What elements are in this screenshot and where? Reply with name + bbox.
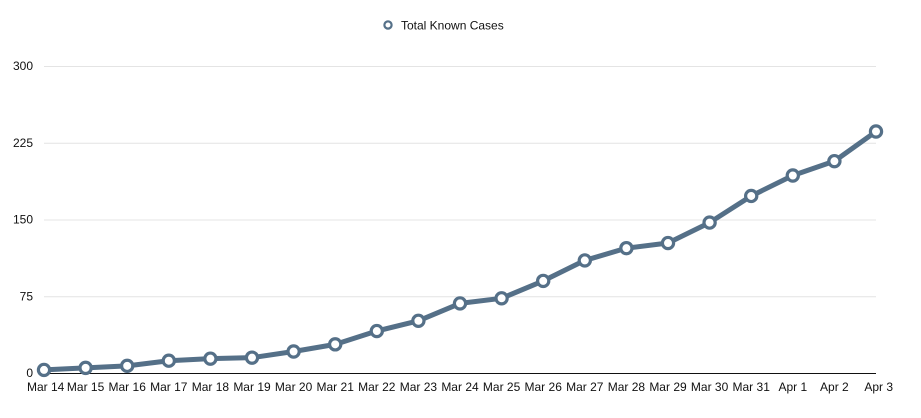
- y-tick-label: 300: [13, 59, 33, 73]
- data-point: [452, 296, 468, 311]
- x-tick-label: Mar 25: [483, 380, 521, 394]
- data-point: [411, 313, 426, 329]
- series-line-total-known-cases: [41, 128, 879, 373]
- x-tick-label: Apr 1: [778, 380, 807, 394]
- legend: Total Known Cases: [383, 19, 504, 33]
- data-point: [161, 353, 176, 368]
- y-tick-label: 75: [20, 289, 34, 303]
- data-point: [619, 240, 634, 256]
- data-points: [36, 124, 884, 378]
- y-tick-label: 150: [13, 213, 33, 227]
- x-tick-label: Mar 18: [192, 380, 230, 394]
- y-tick-label: 225: [13, 136, 33, 150]
- data-point: [702, 215, 717, 230]
- data-point: [286, 344, 301, 359]
- data-point: [328, 337, 343, 352]
- data-point: [36, 362, 52, 378]
- data-point: [494, 291, 509, 306]
- grid-lines: [44, 66, 876, 298]
- data-point: [785, 168, 801, 183]
- data-point: [827, 153, 842, 169]
- x-tick-label: Apr 3: [864, 380, 893, 394]
- legend-marker-icon: [383, 20, 393, 30]
- x-tick-label: Mar 23: [400, 380, 438, 394]
- x-axis-tick-labels: Mar 14 Mar 15 Mar 16 Mar 17 Mar 18 Mar 19 Mar …: [27, 380, 893, 394]
- legend-label: Total Known Cases: [401, 19, 504, 33]
- x-tick-label: Mar 16: [109, 380, 147, 394]
- x-tick-label: Mar 22: [358, 380, 396, 394]
- data-point: [868, 124, 884, 139]
- data-point: [577, 253, 593, 268]
- x-tick-label: Mar 31: [733, 380, 771, 394]
- x-tick-label: Mar 21: [317, 380, 355, 394]
- data-point: [203, 351, 218, 366]
- x-tick-label: Mar 24: [441, 380, 479, 394]
- x-tick-label: Mar 28: [608, 380, 646, 394]
- x-tick-label: Mar 15: [67, 380, 105, 394]
- data-point: [78, 360, 93, 376]
- data-point: [119, 358, 135, 374]
- data-point: [244, 350, 260, 365]
- x-tick-label: Mar 30: [691, 380, 729, 394]
- x-tick-label: Mar 27: [566, 380, 604, 394]
- x-tick-label: Mar 29: [649, 380, 687, 394]
- data-point: [369, 323, 384, 339]
- x-tick-label: Apr 2: [820, 380, 849, 394]
- x-tick-label: Mar 20: [275, 380, 313, 394]
- x-tick-label: Mar 17: [150, 380, 188, 394]
- x-tick-label: Mar 26: [525, 380, 563, 394]
- data-point: [660, 235, 676, 251]
- data-point: [536, 273, 551, 289]
- x-tick-label: Mar 19: [233, 380, 271, 394]
- data-point: [744, 188, 759, 204]
- x-tick-label: Mar 14: [27, 380, 65, 394]
- y-tick-label: 0: [26, 366, 33, 380]
- y-axis-tick-labels: 0 75 150 225 300: [13, 59, 33, 380]
